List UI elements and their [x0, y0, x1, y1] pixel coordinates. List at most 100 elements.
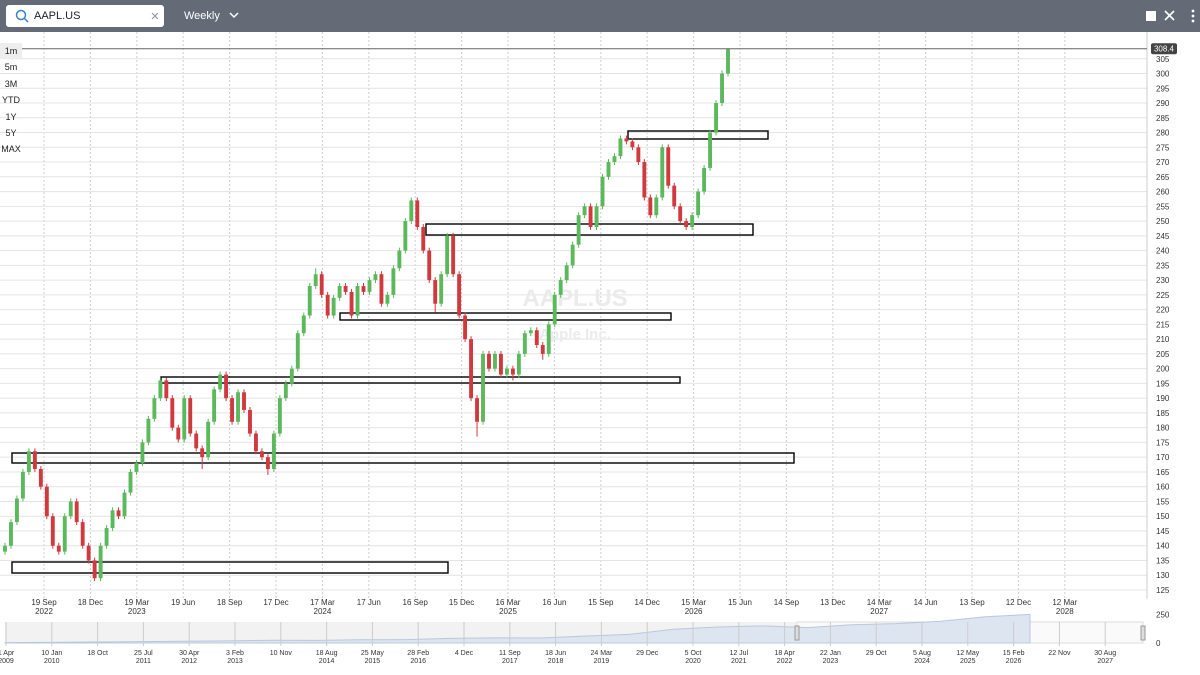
- y-tick-label: 195: [1156, 379, 1170, 388]
- zone-box[interactable]: [11, 452, 795, 464]
- range-button[interactable]: 3M: [4, 78, 18, 89]
- candle-body: [415, 200, 420, 227]
- candle-body: [558, 280, 563, 295]
- range-button[interactable]: 5Y: [5, 127, 17, 138]
- navigator-y-label: 250: [1156, 610, 1170, 619]
- y-tick-label: 290: [1156, 99, 1170, 108]
- menu-icon[interactable]: [1191, 9, 1195, 23]
- navigator-y-label: 0: [1156, 639, 1161, 648]
- navigator-x-year: 2026: [1006, 658, 1022, 665]
- clear-icon[interactable]: [151, 12, 159, 20]
- y-tick-label: 265: [1156, 173, 1170, 182]
- candle-body: [289, 368, 294, 384]
- y-tick-label: 135: [1156, 556, 1170, 565]
- range-button[interactable]: 1m: [0, 43, 22, 60]
- candle-body: [15, 498, 19, 523]
- candle-body: [248, 409, 252, 434]
- x-tick-year: 2024: [314, 607, 332, 616]
- navigator-x-year: 2020: [685, 658, 701, 665]
- candle-body: [9, 522, 13, 546]
- y-tick-label: 155: [1156, 497, 1170, 506]
- candle-body: [726, 48, 730, 74]
- x-tick-year: 2023: [128, 607, 146, 616]
- y-tick-label: 210: [1156, 335, 1170, 344]
- y-tick-label: 180: [1156, 424, 1170, 433]
- candle-body: [230, 398, 234, 422]
- navigator-x-year: 2017: [502, 658, 518, 665]
- candle-body: [254, 433, 258, 452]
- y-tick-label: 130: [1156, 571, 1170, 580]
- x-tick-label: 15 Dec: [449, 598, 474, 607]
- candle-body: [606, 162, 611, 177]
- navigator-x-year: 2011: [136, 658, 151, 665]
- zone-box[interactable]: [339, 312, 672, 321]
- candle-body: [600, 176, 605, 207]
- zone-box[interactable]: [627, 130, 769, 140]
- x-tick-label: 13 Dec: [820, 598, 845, 607]
- candle-body: [397, 250, 402, 269]
- watermark: AAPL.US: [522, 285, 627, 312]
- close-icon[interactable]: [1164, 10, 1175, 21]
- candle-body: [146, 418, 151, 443]
- candle-body: [612, 156, 617, 163]
- x-tick-label: 14 Dec: [635, 598, 660, 607]
- range-button[interactable]: 1Y: [5, 111, 17, 122]
- x-tick-label: 19 Mar: [124, 598, 149, 607]
- candle-body: [242, 392, 246, 410]
- candle-body: [564, 265, 569, 281]
- navigator-x-year: 2023: [823, 658, 839, 665]
- candle-body: [654, 197, 659, 216]
- search-box[interactable]: AAPL.US: [6, 5, 164, 27]
- candle-body: [475, 398, 479, 422]
- candle-body: [259, 451, 264, 458]
- candle-body: [158, 380, 163, 399]
- range-button[interactable]: YTD: [2, 95, 20, 106]
- toolbar-icons: [1146, 9, 1195, 23]
- candle-body: [134, 463, 139, 472]
- image-icon[interactable]: [1146, 11, 1156, 21]
- y-tick-label: 300: [1156, 70, 1170, 79]
- candle-body: [355, 286, 360, 316]
- candle-body: [307, 286, 312, 316]
- zone-box[interactable]: [11, 561, 449, 574]
- y-tick-label: 215: [1156, 320, 1170, 329]
- y-tick-label: 285: [1156, 114, 1170, 123]
- navigator-x-label: 3 Feb: [226, 650, 244, 657]
- y-tick-label: 200: [1156, 365, 1170, 374]
- x-tick-label: 14 Mar: [867, 598, 892, 607]
- candle-body: [403, 221, 408, 251]
- candle-body: [313, 274, 318, 287]
- navigator-x-label: 30 Apr: [179, 650, 200, 657]
- candle-body: [576, 215, 581, 245]
- candle-body: [439, 274, 444, 304]
- candle-body: [373, 274, 378, 281]
- candle-body: [56, 545, 61, 552]
- navigator-handle[interactable]: [1140, 625, 1146, 641]
- y-tick-label: 150: [1156, 512, 1170, 521]
- candle-body: [74, 501, 79, 523]
- navigator-x-label: 18 Oct: [87, 650, 108, 657]
- range-button[interactable]: 5m: [4, 62, 18, 73]
- zone-box[interactable]: [160, 376, 681, 384]
- x-tick-label: 15 Sep: [588, 598, 614, 607]
- y-tick-label: 190: [1156, 394, 1170, 403]
- y-tick-label: 275: [1156, 143, 1170, 152]
- navigator-x-label: 11 Sep: [499, 650, 521, 657]
- candle-body: [110, 510, 115, 529]
- y-tick-label: 295: [1156, 84, 1170, 93]
- candle-body: [32, 451, 37, 469]
- interval-text: Weekly: [184, 10, 220, 22]
- range-button[interactable]: MAX: [1, 144, 21, 155]
- candle-body: [331, 297, 336, 316]
- x-tick-label: 19 Sep: [31, 598, 57, 607]
- navigator-handle[interactable]: [794, 625, 800, 641]
- interval-dropdown[interactable]: Weekly: [184, 10, 239, 22]
- y-tick-label: 160: [1156, 483, 1170, 492]
- x-tick-label: 14 Jun: [914, 598, 938, 607]
- navigator-x-year: 2018: [548, 658, 564, 665]
- candle-body: [104, 528, 109, 546]
- candle-body: [499, 353, 503, 375]
- candle-body: [188, 398, 193, 434]
- x-tick-label: 12 Dec: [1006, 598, 1031, 607]
